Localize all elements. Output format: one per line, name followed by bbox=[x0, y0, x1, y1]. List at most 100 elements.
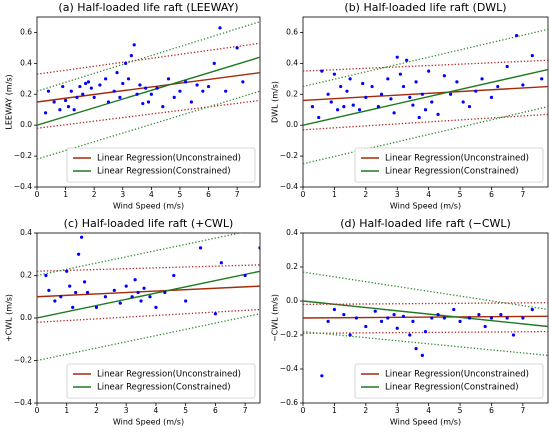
data-point bbox=[461, 100, 465, 104]
data-point bbox=[172, 95, 176, 99]
data-point bbox=[59, 295, 63, 299]
data-point bbox=[489, 95, 494, 99]
y-tick-label: 0.2 bbox=[20, 89, 32, 98]
data-point bbox=[82, 280, 87, 284]
data-point bbox=[411, 319, 415, 323]
y-tick-label: −0.4 bbox=[14, 398, 32, 407]
x-tick-label: 0 bbox=[301, 190, 306, 199]
regression-line bbox=[303, 300, 548, 328]
data-point bbox=[310, 105, 315, 109]
data-point bbox=[85, 290, 90, 295]
regression-line bbox=[37, 56, 260, 126]
x-tick-label: 5 bbox=[458, 190, 463, 199]
data-point bbox=[213, 312, 217, 316]
data-point bbox=[141, 101, 145, 106]
data-point bbox=[138, 83, 142, 87]
y-tick-label: 0.2 bbox=[286, 89, 298, 98]
data-point bbox=[78, 84, 82, 89]
y-tick-label: −0.2 bbox=[14, 151, 32, 160]
legend-box bbox=[354, 363, 544, 399]
data-point bbox=[219, 261, 223, 265]
data-point bbox=[392, 111, 396, 115]
data-point bbox=[146, 100, 151, 104]
x-tick-label: 1 bbox=[64, 406, 69, 415]
data-point bbox=[136, 290, 140, 295]
data-point bbox=[161, 105, 165, 109]
data-point bbox=[135, 92, 139, 96]
data-point bbox=[364, 95, 368, 99]
panel: (d) Half-loaded life raft (−CWL) Wind Spe… bbox=[271, 217, 549, 427]
band-line bbox=[303, 330, 548, 357]
legend: Linear Regression(Unconstrained) Linear R… bbox=[354, 363, 544, 399]
data-point bbox=[452, 307, 456, 312]
data-point bbox=[43, 111, 48, 115]
data-point bbox=[121, 81, 125, 86]
x-tick-label: 6 bbox=[213, 406, 218, 415]
data-point bbox=[94, 305, 99, 309]
legend-label: Linear Regression(Unconstrained) bbox=[97, 154, 241, 164]
data-point bbox=[386, 77, 390, 81]
x-tick-label: 5 bbox=[458, 406, 463, 415]
x-tick-label: 7 bbox=[520, 406, 525, 415]
x-tick-label: 3 bbox=[120, 190, 125, 199]
data-point bbox=[80, 235, 84, 239]
x-tick-label: 5 bbox=[183, 406, 188, 415]
data-point bbox=[530, 307, 534, 312]
data-point bbox=[133, 278, 137, 282]
data-point bbox=[201, 89, 205, 93]
y-axis-label: LEEWAY (m/s) bbox=[5, 74, 14, 129]
data-point bbox=[411, 103, 415, 107]
data-point bbox=[184, 299, 188, 303]
x-tick-label: 1 bbox=[332, 190, 337, 199]
x-tick-label: 7 bbox=[243, 406, 248, 415]
plot-content bbox=[37, 233, 260, 362]
data-point bbox=[195, 83, 199, 87]
x-tick-label: 2 bbox=[92, 190, 97, 199]
data-point bbox=[52, 100, 56, 104]
y-tick-label: −0.2 bbox=[280, 330, 298, 339]
panel-title: (a) Half-loaded life raft (LEEWAY) bbox=[58, 1, 238, 14]
y-tick-label: −0.6 bbox=[280, 398, 298, 407]
x-tick-label: 5 bbox=[178, 190, 183, 199]
data-point bbox=[386, 316, 390, 320]
data-point bbox=[342, 313, 346, 317]
data-point bbox=[71, 305, 75, 309]
data-point bbox=[86, 80, 91, 84]
band-line bbox=[303, 59, 548, 72]
data-point bbox=[423, 108, 428, 112]
data-point bbox=[376, 105, 380, 109]
y-axis-label: −CWL (m/s) bbox=[271, 294, 280, 342]
data-point bbox=[514, 33, 519, 38]
data-point bbox=[483, 324, 487, 329]
data-point bbox=[335, 108, 340, 112]
data-point bbox=[417, 115, 421, 120]
regression-line bbox=[37, 71, 260, 103]
data-point bbox=[458, 319, 462, 323]
data-point bbox=[521, 83, 525, 87]
data-point bbox=[224, 89, 228, 93]
data-point bbox=[408, 333, 412, 337]
y-tick-label: 0.2 bbox=[286, 262, 298, 271]
data-point bbox=[75, 95, 79, 99]
data-point bbox=[320, 69, 324, 73]
data-point bbox=[364, 324, 368, 329]
data-point bbox=[163, 290, 167, 295]
data-point bbox=[103, 295, 107, 299]
data-point bbox=[166, 77, 171, 81]
data-point bbox=[112, 288, 116, 292]
x-tick-label: 3 bbox=[395, 406, 400, 415]
data-point bbox=[206, 84, 211, 89]
data-point bbox=[66, 105, 71, 109]
band-line bbox=[37, 264, 260, 272]
legend-box bbox=[66, 363, 256, 399]
data-point bbox=[98, 83, 102, 87]
data-point bbox=[130, 295, 134, 299]
data-point bbox=[118, 301, 122, 305]
data-point bbox=[129, 54, 133, 58]
data-point bbox=[474, 89, 478, 93]
data-point bbox=[72, 108, 76, 112]
data-point bbox=[530, 54, 534, 58]
legend-label: Linear Regression(Unconstrained) bbox=[385, 370, 529, 380]
data-point bbox=[379, 92, 384, 96]
data-point bbox=[124, 284, 128, 288]
